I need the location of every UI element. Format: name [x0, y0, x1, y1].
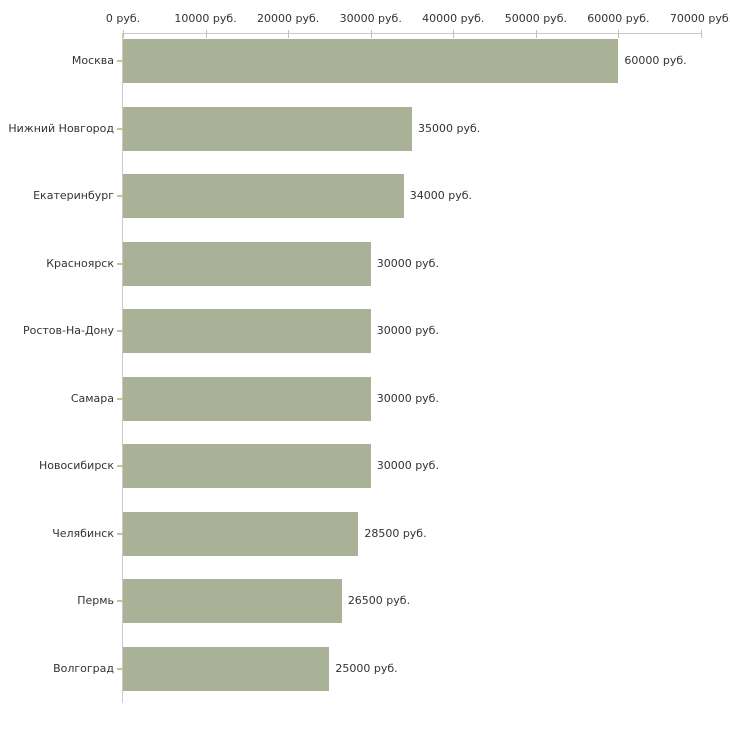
category-label: Ростов-На-Дону [22, 324, 114, 338]
bar-value-label: 28500 руб. [364, 526, 427, 540]
x-axis-tick-mark [618, 30, 620, 38]
bar-value-label: 34000 руб. [409, 189, 472, 203]
category-tick-mark [117, 262, 123, 265]
bar [123, 174, 404, 219]
bar [123, 579, 342, 624]
category-label: Самара [70, 391, 114, 405]
category-label: Екатеринбург [33, 189, 114, 203]
x-axis-tick-mark [453, 30, 455, 38]
bar [123, 39, 619, 83]
bar-value-label: 30000 руб. [376, 391, 439, 405]
bar [123, 309, 371, 354]
x-axis-tick-label: 50000 руб. [504, 12, 567, 25]
x-axis-tick-mark [205, 30, 207, 38]
bar-value-label: 35000 руб. [418, 121, 481, 135]
category-label: Волгоград [53, 661, 114, 675]
category-tick-mark [117, 600, 123, 603]
bar [123, 511, 359, 556]
category-tick-mark [117, 397, 123, 400]
bar [123, 241, 371, 286]
x-axis-tick-mark [370, 30, 372, 38]
category-label: Новосибирск [38, 459, 114, 473]
bar-value-label: 30000 руб. [376, 459, 439, 473]
category-label: Красноярск [46, 256, 114, 270]
bar-value-label: 26500 руб. [347, 594, 411, 608]
category-tick-mark [117, 195, 123, 198]
x-axis-tick-mark [535, 30, 537, 38]
x-axis-tick-label: 40000 руб. [422, 12, 485, 25]
x-axis-tick-label: 10000 руб. [174, 12, 237, 25]
category-label: Нижний Новгород [8, 121, 114, 135]
x-axis-tick-label: 0 руб. [105, 12, 141, 25]
bar-value-label: 30000 руб. [376, 324, 439, 338]
category-label: Москва [71, 54, 114, 67]
x-axis-tick-label: 60000 руб. [587, 12, 650, 25]
x-axis-tick-label: 30000 руб. [339, 12, 402, 25]
bar [123, 646, 330, 691]
bar-value-label: 30000 руб. [376, 256, 439, 270]
x-axis-tick-mark [701, 30, 702, 38]
x-axis-tick-label: 20000 руб. [257, 12, 320, 25]
category-tick-mark [117, 330, 123, 333]
x-axis-tick-label: 70000 руб. [669, 12, 730, 25]
bar-value-label: 60000 руб. [624, 54, 687, 67]
x-axis-tick-mark [288, 30, 290, 38]
bar [123, 376, 371, 421]
bar [123, 444, 371, 489]
category-tick-mark [117, 532, 123, 535]
category-tick-mark [117, 60, 123, 62]
category-tick-mark [117, 127, 123, 130]
bar [123, 106, 412, 151]
plot-area: 0 руб. 10000 руб. 20000 руб. 30000 руб. 4000… [8, 12, 730, 703]
category-label: Пермь [77, 594, 114, 608]
category-tick-mark [117, 667, 123, 670]
category-tick-mark [117, 465, 123, 468]
category-label: Челябинск [52, 526, 114, 540]
bar-value-label: 25000 руб. [335, 661, 398, 675]
x-axis-tick-mark [123, 30, 124, 38]
